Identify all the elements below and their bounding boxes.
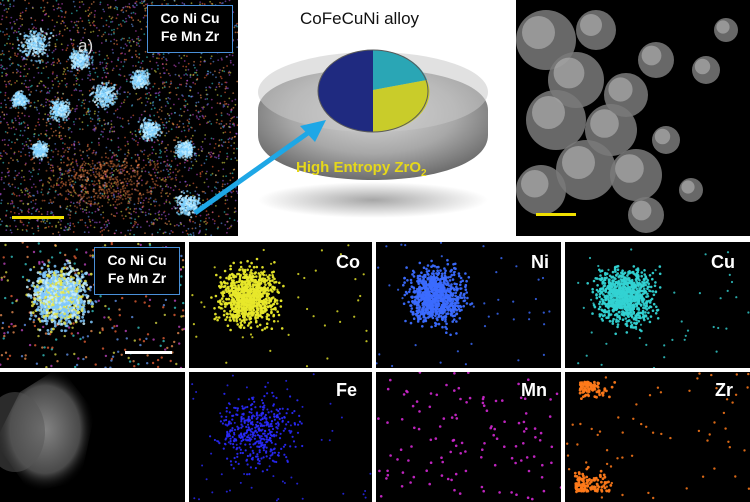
element-label: Cu bbox=[711, 252, 735, 272]
element-map-cu: Cu bbox=[565, 242, 750, 368]
fe-distribution bbox=[191, 373, 372, 502]
eds-overlay-image bbox=[0, 0, 238, 236]
eds-overlay-panel: a) Co Ni Cu Fe Mn Zr bbox=[0, 0, 238, 236]
schematic-title: CoFeCuNi alloy bbox=[300, 9, 420, 28]
shell-shadow bbox=[258, 182, 488, 218]
eds-zoom-overlay-panel: Co Ni Cu Fe Mn Zr bbox=[0, 242, 185, 368]
element-label: Mn bbox=[521, 380, 547, 400]
haadf-zoom-image bbox=[0, 372, 95, 492]
element-map-co: Co bbox=[189, 242, 372, 368]
haadf-zoom-panel bbox=[0, 372, 185, 502]
legend-line-2: Fe Mn Zr bbox=[107, 269, 167, 286]
haadf-image-panel bbox=[516, 0, 750, 236]
core-label: High Entropy ZrO2 bbox=[296, 159, 427, 179]
scale-bar bbox=[12, 216, 64, 219]
particle-schematic: CoFeCuNi alloy High Entropy ZrO2 bbox=[238, 0, 516, 236]
cu-distribution bbox=[577, 248, 750, 368]
legend-line-1: Co Ni Cu bbox=[160, 10, 220, 26]
scale-bar bbox=[125, 351, 172, 354]
element-map-zr: Zr bbox=[565, 372, 750, 502]
panel-letter: a) bbox=[78, 36, 94, 55]
element-label: Co bbox=[336, 252, 360, 272]
element-map-ni: Ni bbox=[376, 242, 561, 368]
haadf-image bbox=[516, 10, 738, 233]
legend-line-2: Fe Mn Zr bbox=[160, 27, 220, 44]
alloy-core bbox=[317, 49, 430, 133]
element-legend: Co Ni Cu Fe Mn Zr bbox=[94, 247, 180, 295]
zr-distribution bbox=[566, 372, 750, 500]
scale-bar bbox=[536, 213, 576, 216]
element-label: Fe bbox=[336, 380, 358, 400]
legend-line-1: Co Ni Cu bbox=[107, 252, 167, 268]
co-distribution bbox=[191, 244, 368, 368]
ni-distribution bbox=[376, 242, 551, 368]
mn-distribution bbox=[377, 372, 561, 501]
element-label: Zr bbox=[715, 380, 733, 400]
element-map-fe: Fe bbox=[189, 372, 372, 502]
element-map-mn: Mn bbox=[376, 372, 561, 502]
core-shell-diagram: High Entropy ZrO2 bbox=[258, 49, 488, 218]
element-legend: Co Ni Cu Fe Mn Zr bbox=[147, 5, 233, 53]
element-label: Ni bbox=[531, 252, 549, 272]
